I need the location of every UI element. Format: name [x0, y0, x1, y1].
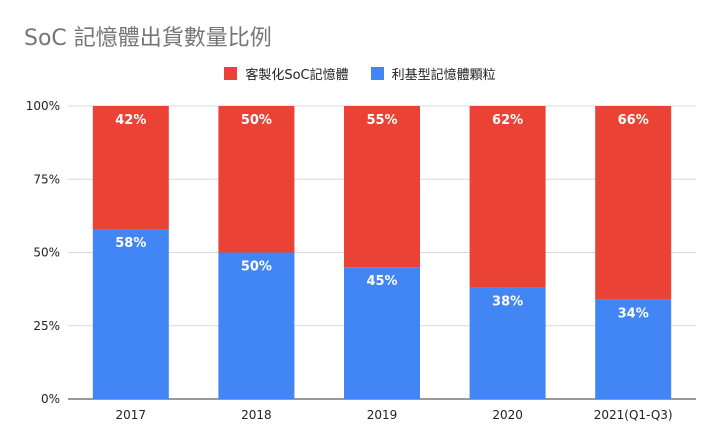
- x-tick-label: 2019: [367, 408, 398, 422]
- data-label: 66%: [618, 113, 649, 128]
- data-label: 50%: [241, 260, 272, 275]
- bar-segment: [595, 106, 672, 300]
- y-tick-label: 50%: [33, 246, 60, 260]
- bar-segment: [595, 299, 672, 399]
- bar-segment: [92, 229, 169, 399]
- bar-segment: [344, 106, 420, 268]
- y-tick-label: 75%: [33, 172, 60, 186]
- bar-segment: [218, 106, 295, 253]
- chart-title: SoC 記憶體出貨數量比例: [24, 26, 272, 51]
- data-label: 58%: [115, 236, 146, 251]
- chart-legend: 客製化SoC記憶體 利基型記憶體顆粒: [0, 64, 720, 83]
- legend-label-niche-memory: 利基型記憶體顆粒: [391, 68, 496, 83]
- legend-swatch-niche-memory: [370, 67, 384, 80]
- bar-segment: [218, 252, 295, 399]
- bar-segment: [469, 287, 546, 399]
- data-label: 34%: [618, 306, 649, 321]
- bar-segment: [469, 106, 546, 288]
- data-label: 50%: [241, 113, 272, 128]
- legend-label-custom-soc: 客製化SoC記憶體: [245, 68, 349, 83]
- y-tick-label: 100%: [26, 99, 60, 113]
- x-tick-label: 2021(Q1-Q3): [594, 408, 673, 422]
- data-label: 38%: [492, 295, 523, 310]
- legend-item-niche-memory: 利基型記憶體顆粒: [370, 64, 496, 83]
- bar-segment: [344, 267, 420, 399]
- data-label: 55%: [366, 113, 397, 128]
- x-tick-label: 2018: [241, 408, 272, 422]
- data-label: 45%: [366, 274, 397, 289]
- data-label: 42%: [115, 113, 146, 128]
- y-tick-label: 0%: [41, 392, 60, 406]
- y-tick-label: 25%: [33, 319, 60, 333]
- x-tick-label: 2020: [492, 408, 523, 422]
- data-label: 62%: [492, 113, 523, 128]
- bar-segment: [92, 106, 169, 230]
- x-tick-label: 2017: [116, 408, 147, 422]
- legend-item-custom-soc: 客製化SoC記憶體: [224, 64, 349, 83]
- legend-swatch-custom-soc: [224, 67, 238, 80]
